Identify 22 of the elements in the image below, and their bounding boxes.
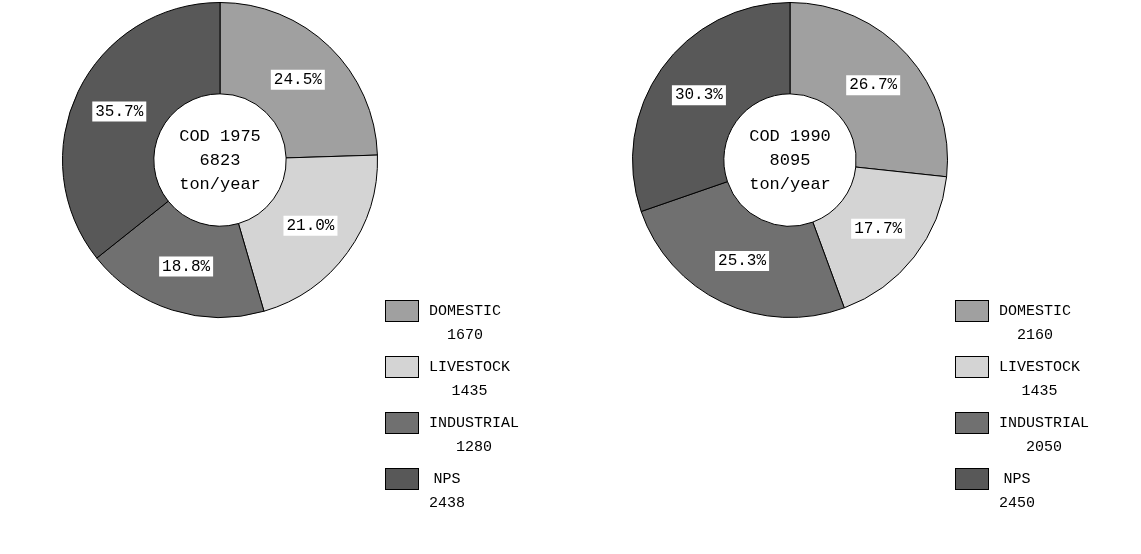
legend-label: INDUSTRIAL 1280	[429, 414, 520, 458]
data-label: 30.3%	[674, 86, 724, 105]
legend-label: NPS 2438	[429, 470, 466, 514]
data-label: 24.5%	[273, 70, 323, 89]
data-label: 18.8%	[162, 257, 211, 276]
data-label: 26.7%	[849, 76, 898, 95]
legend-label: DOMESTIC 1670	[429, 302, 502, 346]
text: COD 1990	[749, 126, 831, 146]
data-label: 25.3%	[718, 252, 767, 271]
data-label: 21.0%	[286, 216, 335, 235]
data-label: 35.7%	[95, 102, 144, 121]
legend-label: LIVESTOCK 1435	[999, 358, 1081, 402]
text: ton/year	[179, 174, 261, 194]
data-label: 17.7%	[854, 220, 903, 239]
legend-label: DOMESTIC 2160	[999, 302, 1072, 346]
text: 6823	[199, 150, 241, 170]
legend-label: LIVESTOCK 1435	[429, 358, 511, 402]
text: COD 1975	[179, 126, 261, 146]
legend-label: NPS 2450	[999, 470, 1036, 514]
text: ton/year	[749, 174, 831, 194]
text: 8095	[769, 150, 811, 170]
legend-label: INDUSTRIAL 2050	[999, 414, 1090, 458]
